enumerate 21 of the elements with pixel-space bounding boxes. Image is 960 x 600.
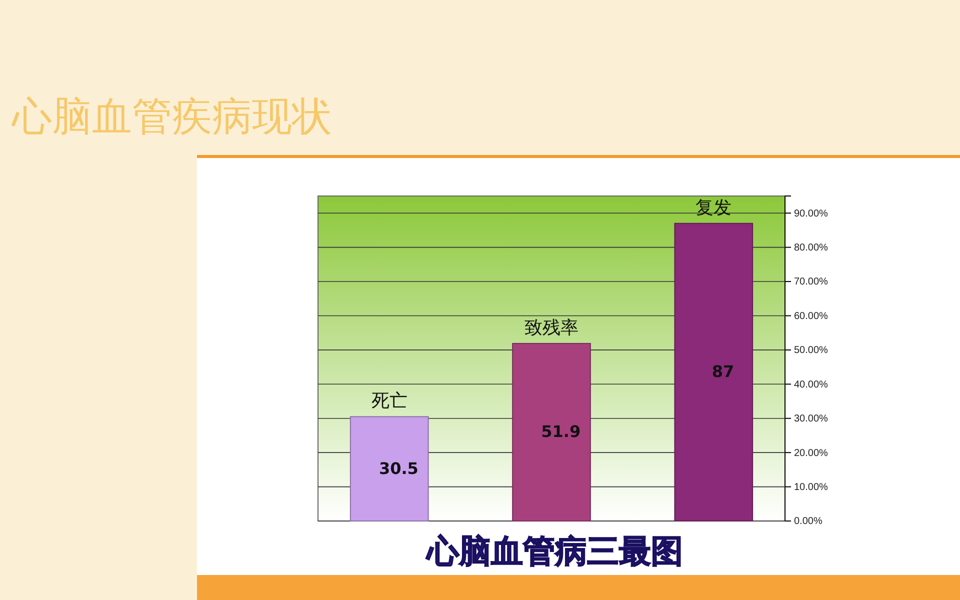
data-label: 87 <box>712 362 734 382</box>
y-tick-label: 90.00% <box>794 208 828 220</box>
bar <box>512 342 591 522</box>
bar <box>674 222 754 522</box>
y-tick-label: 60.00% <box>794 310 828 322</box>
data-label: 51.9 <box>541 422 581 442</box>
y-tick-label: 70.00% <box>794 276 828 288</box>
x-tick-label: 复发 <box>696 197 732 218</box>
y-tick-label: 50.00% <box>794 345 828 356</box>
bar <box>350 416 429 522</box>
y-tick-label: 40.00% <box>794 379 828 390</box>
y-tick-label: 30.00% <box>794 414 828 425</box>
data-label: 30.5 <box>378 458 418 478</box>
y-tick-label: 0.00% <box>794 516 822 528</box>
chart-title: 心脑血管疾病现状 <box>11 94 332 140</box>
y-tick-label: 80.00% <box>794 242 828 254</box>
text: 心脑血管病三最图 <box>425 532 683 570</box>
x-tick-label: 致残率 <box>524 317 578 338</box>
y-tick-label: 10.00% <box>794 482 828 493</box>
y-tick-label: 20.00% <box>794 448 828 459</box>
x-tick-label: 死亡 <box>371 390 408 412</box>
